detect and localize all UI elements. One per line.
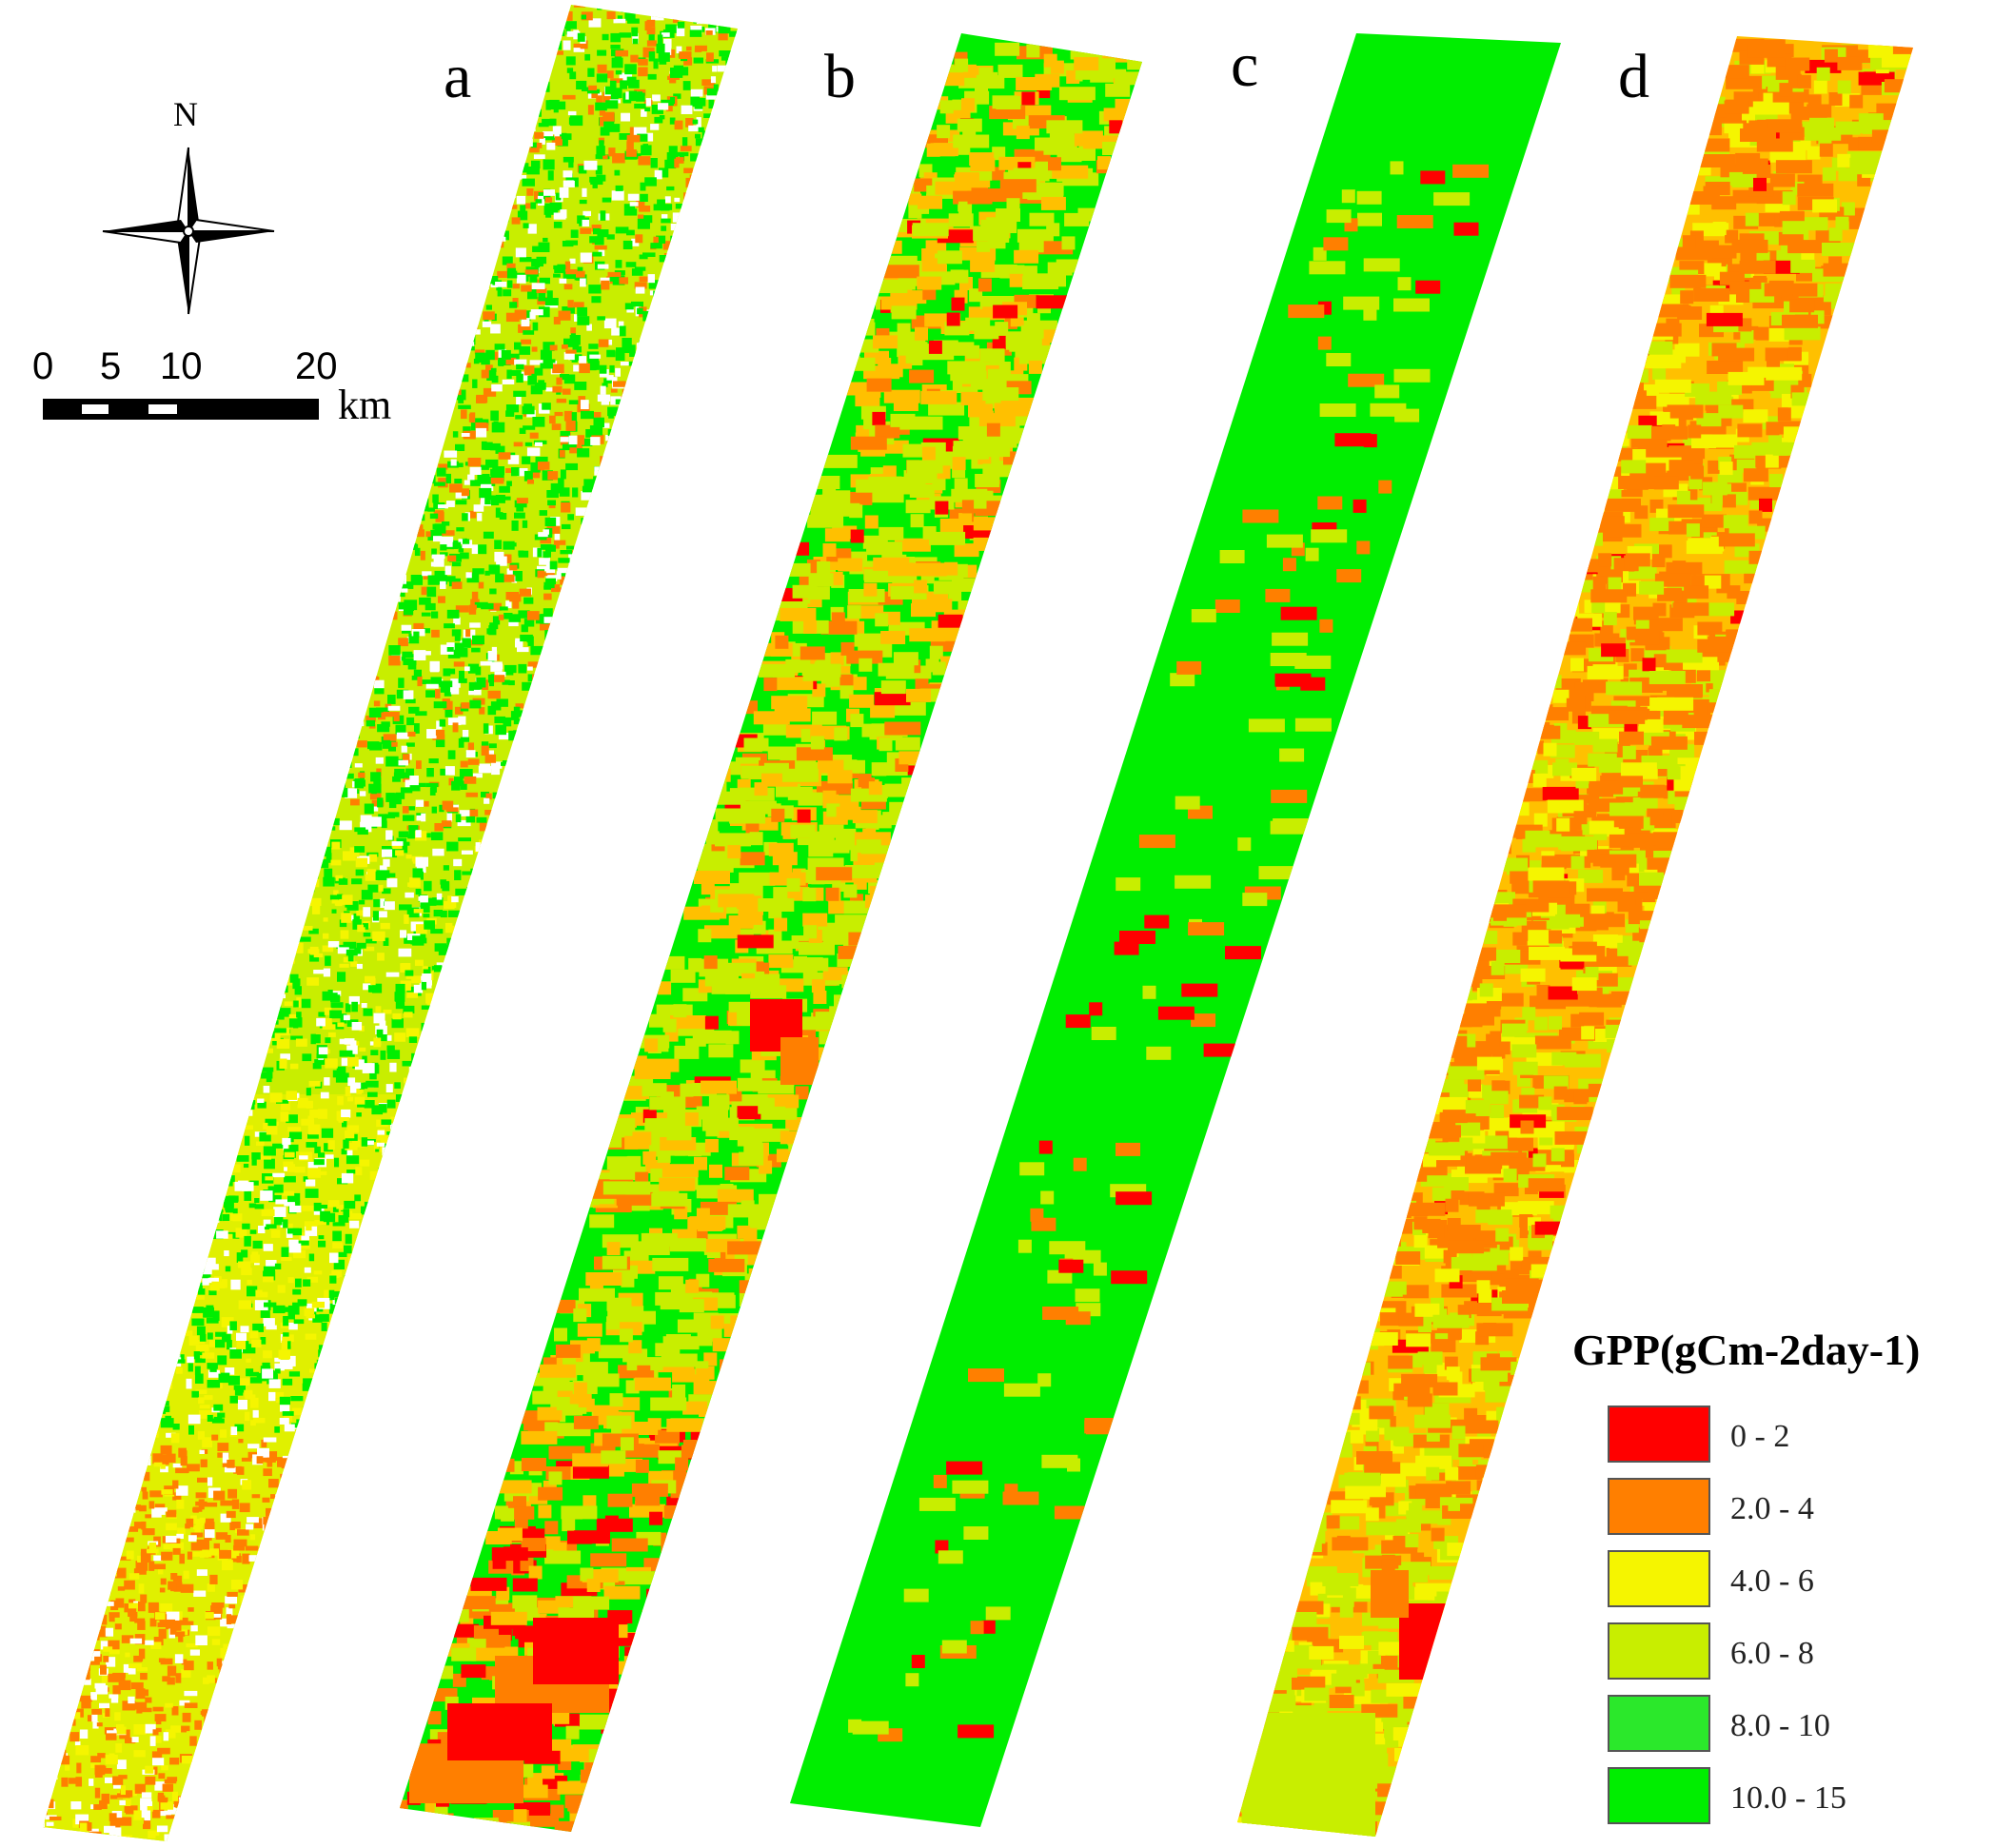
legend-label: 4.0 - 6 bbox=[1730, 1563, 1814, 1599]
legend-label: 0 - 2 bbox=[1730, 1419, 1789, 1454]
panel-label-a: a bbox=[444, 42, 471, 111]
legend: GPP(gCm-2day-1) 0 - 2 2.0 - 4 4.0 - 6 6.0 -… bbox=[1572, 1326, 1920, 1824]
legend-title: GPP(gCm-2day-1) bbox=[1572, 1326, 1920, 1374]
scale-tick-20: 20 bbox=[295, 345, 338, 387]
north-arrow-icon: N bbox=[102, 95, 275, 315]
legend-swatch bbox=[1608, 1406, 1710, 1463]
legend-swatch bbox=[1608, 1550, 1710, 1607]
legend-swatch bbox=[1608, 1478, 1710, 1535]
scale-unit: km bbox=[338, 382, 391, 428]
legend-swatch bbox=[1608, 1695, 1710, 1752]
panel-label-d: d bbox=[1618, 42, 1649, 111]
panel-label-b: b bbox=[824, 42, 856, 111]
panel-label-c: c bbox=[1231, 30, 1258, 100]
scale-tick-5: 5 bbox=[100, 345, 121, 387]
scale-tick-10: 10 bbox=[160, 345, 203, 387]
legend-swatch bbox=[1608, 1767, 1710, 1824]
legend-swatch bbox=[1608, 1622, 1710, 1680]
legend-label: 8.0 - 10 bbox=[1730, 1708, 1830, 1743]
scale-tick-0: 0 bbox=[32, 345, 53, 387]
north-label: N bbox=[173, 95, 198, 133]
legend-label: 10.0 - 15 bbox=[1730, 1780, 1846, 1816]
legend-label: 2.0 - 4 bbox=[1730, 1491, 1814, 1526]
legend-label: 6.0 - 8 bbox=[1730, 1636, 1814, 1671]
scale-bar: 0 5 10 20 km bbox=[32, 345, 391, 428]
